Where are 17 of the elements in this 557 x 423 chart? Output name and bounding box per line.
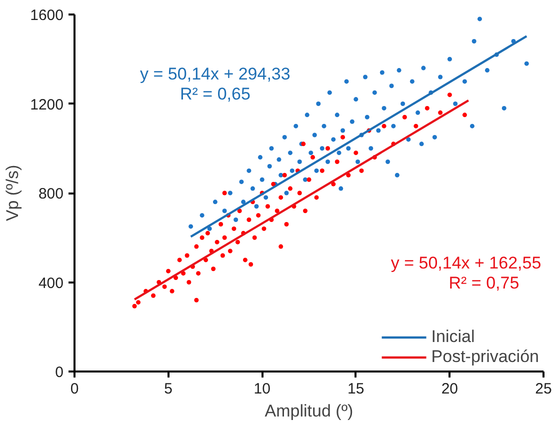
x-tick-label: 5	[164, 380, 172, 398]
annotation: y = 50,14x + 294,33 R² = 0,65	[140, 64, 290, 104]
y-tick-label: 1600	[30, 7, 64, 24]
y-axis-title: Vp (º/s)	[3, 164, 22, 222]
x-tick-label: 20	[441, 380, 458, 398]
y-tick-label: 800	[38, 186, 64, 202]
x-tick-label: 15	[348, 380, 364, 398]
y-tick-label: 400	[38, 274, 64, 292]
y-tick-label: 0	[55, 364, 64, 381]
legend-label: Post-privación	[431, 347, 539, 367]
x-axis-title: Amplitud (º)	[264, 402, 354, 420]
legend-label: Inicial	[431, 327, 475, 347]
x-tick-label: 10	[254, 380, 270, 398]
x-tick-label: 0	[70, 380, 79, 398]
annotation: y = 50,14x + 162,55 R² = 0,75	[390, 254, 542, 293]
x-tick-label: 25	[535, 380, 552, 398]
y-tick-label: 1200	[30, 96, 64, 114]
